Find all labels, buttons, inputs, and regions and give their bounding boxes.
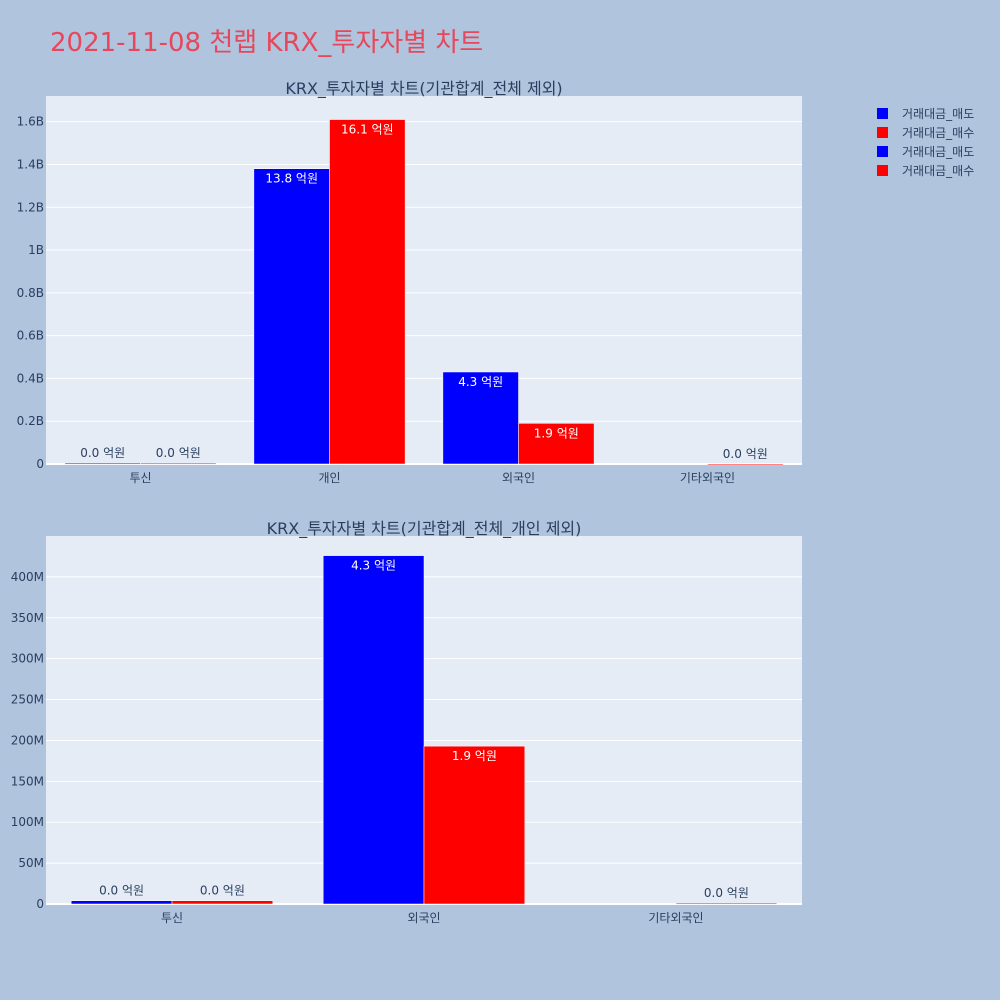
ytick-label-0-8: 1.6B bbox=[17, 115, 44, 129]
xtick-label-1-1: 외국인 bbox=[407, 911, 440, 925]
data-label-0-0-2: 4.3 억원 bbox=[458, 375, 503, 389]
ytick-label-0-4: 0.8B bbox=[17, 286, 44, 300]
bar-0-1-0 bbox=[140, 462, 217, 465]
ytick-label-1-6: 300M bbox=[11, 652, 44, 666]
data-label-0-1-3: 0.0 억원 bbox=[723, 447, 768, 461]
bar-1-0-0 bbox=[70, 900, 173, 905]
bar-1-1-0 bbox=[171, 900, 274, 905]
ytick-label-1-8: 400M bbox=[11, 570, 44, 584]
data-label-0-0-0: 0.0 억원 bbox=[80, 446, 125, 460]
ytick-label-0-5: 1B bbox=[28, 243, 44, 257]
legend-item-1: 거래대금_매수 bbox=[902, 126, 974, 140]
bar-0-0-1 bbox=[253, 168, 330, 465]
ytick-label-1-3: 150M bbox=[11, 774, 44, 788]
page-title: 2021-11-08 천랩 KRX_투자자별 차트 bbox=[50, 28, 484, 58]
xtick-label-0-2: 외국인 bbox=[502, 471, 535, 485]
bar-0-1-1 bbox=[329, 119, 406, 465]
legend-swatch-2 bbox=[877, 146, 888, 157]
ytick-label-0-3: 0.6B bbox=[17, 329, 44, 343]
data-label-1-0-1: 4.3 억원 bbox=[351, 559, 396, 573]
ytick-label-0-7: 1.4B bbox=[17, 157, 44, 171]
subplot-title-1: KRX_투자자별 차트(기관합계_전체_개인 제외) bbox=[267, 519, 582, 539]
plot-area-0 bbox=[46, 96, 802, 464]
ytick-label-0-6: 1.2B bbox=[17, 200, 44, 214]
ytick-label-0-0: 0 bbox=[36, 457, 44, 471]
xtick-label-0-0: 투신 bbox=[129, 471, 151, 485]
legend-item-2: 거래대금_매도 bbox=[902, 145, 974, 159]
ytick-label-1-1: 50M bbox=[18, 856, 44, 870]
legend-item-0: 거래대금_매도 bbox=[902, 107, 974, 121]
ytick-label-1-7: 350M bbox=[11, 611, 44, 625]
bar-0-0-2 bbox=[442, 371, 519, 465]
xtick-label-0-1: 개인 bbox=[318, 471, 340, 485]
ytick-label-1-2: 100M bbox=[11, 815, 44, 829]
ytick-label-0-1: 0.2B bbox=[17, 414, 44, 428]
ytick-label-0-2: 0.4B bbox=[17, 371, 44, 385]
bar-0-0-0 bbox=[64, 462, 141, 465]
data-label-0-1-1: 16.1 억원 bbox=[341, 123, 394, 137]
data-label-0-1-2: 1.9 억원 bbox=[534, 426, 579, 440]
data-label-0-1-0: 0.0 억원 bbox=[156, 446, 201, 460]
ytick-label-1-4: 200M bbox=[11, 733, 44, 747]
bar-0-1-2 bbox=[518, 423, 595, 465]
ytick-label-1-5: 250M bbox=[11, 693, 44, 707]
xtick-label-1-2: 기타외국인 bbox=[648, 911, 703, 925]
legend-swatch-0 bbox=[877, 108, 888, 119]
bar-0-1-3 bbox=[707, 463, 784, 466]
ytick-label-1-0: 0 bbox=[36, 897, 44, 911]
xtick-label-1-0: 투신 bbox=[161, 911, 183, 925]
bar-1-1-2 bbox=[675, 902, 778, 905]
legend-swatch-3 bbox=[877, 165, 888, 176]
data-label-1-1-2: 0.0 억원 bbox=[704, 886, 749, 900]
data-label-1-1-0: 0.0 억원 bbox=[200, 884, 245, 898]
data-label-1-0-0: 0.0 억원 bbox=[99, 884, 144, 898]
bar-1-0-1 bbox=[322, 555, 425, 905]
legend-item-3: 거래대금_매수 bbox=[902, 164, 974, 178]
data-label-0-0-1: 13.8 억원 bbox=[265, 172, 318, 186]
bar-1-1-1 bbox=[423, 745, 526, 905]
subplot-title-0: KRX_투자자별 차트(기관합계_전체 제외) bbox=[285, 79, 562, 99]
legend-swatch-1 bbox=[877, 127, 888, 138]
data-label-1-1-1: 1.9 억원 bbox=[452, 749, 497, 763]
xtick-label-0-3: 기타외국인 bbox=[680, 471, 735, 485]
